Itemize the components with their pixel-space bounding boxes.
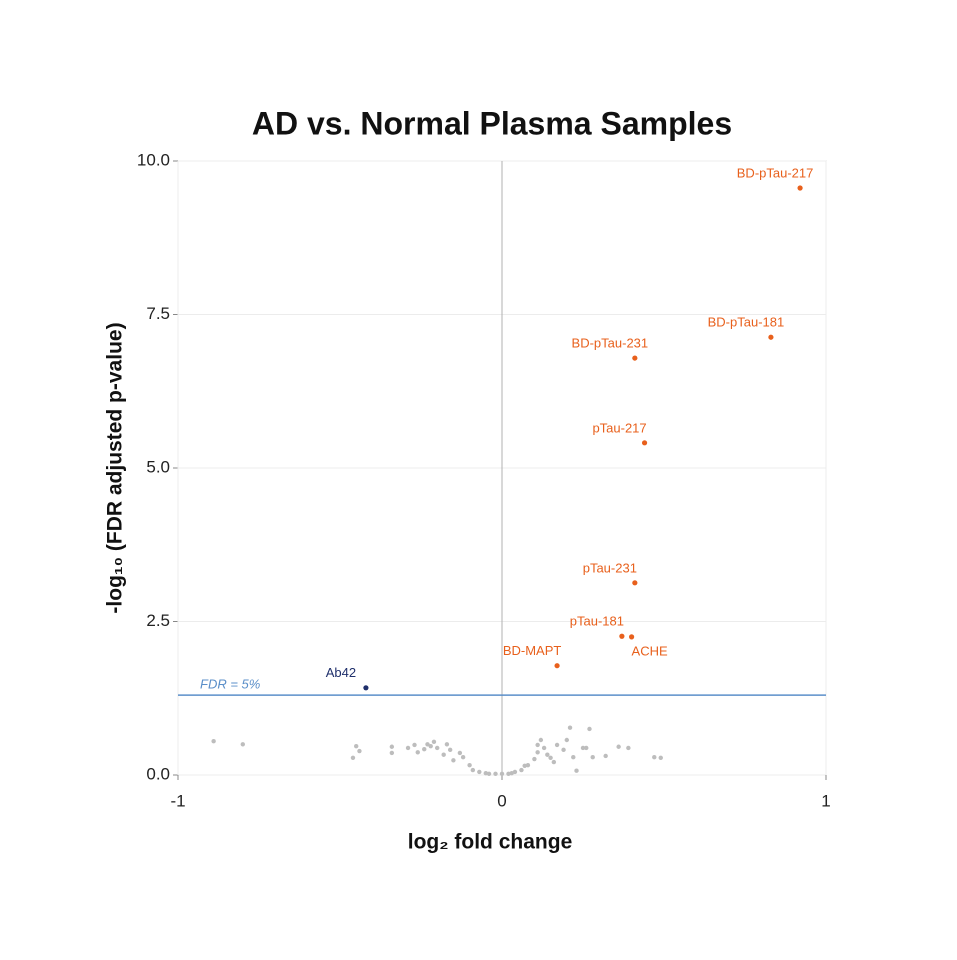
x-axis-label: log₂ fold change [408,831,573,854]
point [554,742,560,748]
point [512,769,518,775]
point [626,745,631,751]
point [428,743,433,749]
point [493,771,498,776]
y-tick-label: 2.5 [146,611,170,630]
point-label: BD-pTau-231 [572,336,649,351]
point [477,769,482,775]
point-label: pTau-217 [592,420,646,435]
point [535,742,540,748]
point-label: BD-pTau-181 [708,315,785,330]
point [571,754,576,760]
point [632,355,638,361]
point [415,750,420,755]
point-label: BD-MAPT [503,643,562,658]
point [431,739,437,745]
chart-title: AD vs. Normal Plasma Samples [252,105,732,141]
point [519,767,524,773]
point [447,747,453,753]
point-label: pTau-181 [570,614,624,629]
point [389,744,395,749]
point [619,633,625,639]
point [554,663,560,669]
point-label: Ab42 [326,665,356,680]
y-axis-label: -log₁₀ (FDR adjusted p-value) [104,322,127,613]
point [211,739,216,744]
point [768,334,774,340]
point [574,768,579,773]
point [580,745,586,751]
point-label: BD-pTau-217 [737,165,814,180]
y-tick-label: 0.0 [146,764,170,783]
point [486,771,492,776]
point [551,759,557,765]
x-tick-label: 0 [497,791,506,810]
y-tick-label: 10.0 [137,150,170,169]
point [425,742,430,747]
threshold-label: FDR = 5% [200,677,260,692]
point [584,745,589,751]
y-tick-label: 7.5 [146,304,170,323]
point [797,185,803,191]
point [548,755,553,761]
point [444,742,450,747]
point [350,755,356,761]
point-label: pTau-231 [583,560,637,575]
point [435,745,440,751]
point [457,750,463,756]
point [525,762,531,768]
point [460,754,466,760]
point [499,771,505,776]
point [541,745,547,751]
point [389,750,395,756]
point [412,742,417,748]
point [567,725,573,730]
point [422,747,427,752]
point [451,758,456,763]
point [652,754,657,760]
point [587,726,592,732]
x-tick-label: 1 [821,791,830,810]
point [658,755,663,761]
point [561,747,566,753]
point [240,742,245,747]
point [357,748,362,754]
point [545,752,550,757]
point [538,737,544,743]
point [354,743,359,749]
point [590,754,595,760]
point [629,634,635,640]
point [363,685,369,691]
point [564,737,569,743]
point-label: ACHE [632,643,668,658]
point [532,756,537,762]
x-tick-label: -1 [170,791,185,810]
point [641,440,648,446]
point [405,745,411,751]
point [616,744,621,749]
point [467,762,472,768]
point [535,750,540,755]
point [470,767,476,773]
point [632,580,638,586]
point [441,752,446,757]
y-tick-label: 5.0 [146,457,170,476]
point [603,753,608,759]
